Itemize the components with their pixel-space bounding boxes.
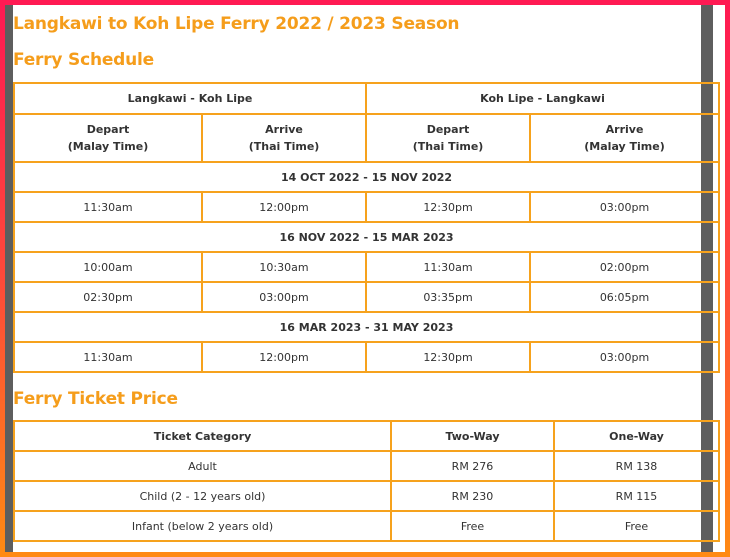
- table-row: 10:00am 10:30am 11:30am 02:00pm: [13, 251, 721, 283]
- time-cell: 11:30am: [13, 191, 203, 223]
- left-scroll-gutter: [5, 5, 13, 552]
- page-title: Langkawi to Koh Lipe Ferry 2022 / 2023 S…: [13, 14, 460, 34]
- price-cell: Free: [390, 510, 555, 542]
- price-heading: Ferry Ticket Price: [13, 389, 178, 409]
- price-cell: RM 138: [553, 450, 720, 482]
- price-cell: RM 230: [390, 480, 555, 512]
- time-cell: 12:00pm: [200, 191, 368, 223]
- time-cell: 11:30am: [13, 341, 203, 373]
- table-row: Adult RM 276 RM 138: [13, 450, 720, 482]
- time-cell: 12:30pm: [365, 341, 532, 373]
- period-row: 16 NOV 2022 - 15 MAR 2023: [12, 221, 721, 253]
- table-row: 11:30am 12:00pm 12:30pm 03:00pm: [13, 191, 721, 223]
- route-koh-lipe-langkawi: Koh Lipe - Langkawi: [365, 82, 721, 115]
- time-cell: 03:00pm: [200, 281, 368, 313]
- column-header: Ticket Category: [13, 420, 392, 452]
- time-cell: 03:35pm: [365, 281, 532, 313]
- time-cell: 03:00pm: [529, 191, 721, 223]
- category-cell: Child (2 - 12 years old): [13, 480, 392, 512]
- time-cell: 10:00am: [13, 251, 203, 283]
- category-cell: Adult: [13, 450, 392, 482]
- price-cell: RM 115: [553, 480, 720, 512]
- time-cell: 10:30am: [200, 251, 368, 283]
- route-langkawi-koh-lipe: Langkawi - Koh Lipe: [12, 82, 368, 115]
- column-header: Depart (Malay Time): [13, 113, 203, 163]
- time-cell: 12:00pm: [200, 341, 368, 373]
- period-row: 14 OCT 2022 - 15 NOV 2022: [12, 161, 721, 193]
- period-row: 16 MAR 2023 - 31 MAY 2023: [12, 311, 721, 343]
- time-cell: 12:30pm: [365, 191, 532, 223]
- column-header: Depart (Thai Time): [365, 113, 532, 163]
- time-cell: 02:00pm: [529, 251, 721, 283]
- table-row: 11:30am 12:00pm 12:30pm 03:00pm: [13, 341, 721, 373]
- time-cell: 03:00pm: [529, 341, 721, 373]
- column-header: Two-Way: [390, 420, 555, 452]
- time-cell: 06:05pm: [529, 281, 721, 313]
- price-cell: RM 276: [390, 450, 555, 482]
- column-header: One-Way: [553, 420, 720, 452]
- table-row: 02:30pm 03:00pm 03:35pm 06:05pm: [13, 281, 721, 313]
- ferry-schedule-table: Langkawi - Koh Lipe Koh Lipe - Langkawi …: [12, 82, 721, 373]
- time-cell: 11:30am: [365, 251, 532, 283]
- column-header: Arrive (Thai Time): [200, 113, 368, 163]
- price-cell: Free: [553, 510, 720, 542]
- category-cell: Infant (below 2 years old): [13, 510, 392, 542]
- time-cell: 02:30pm: [13, 281, 203, 313]
- table-row: Child (2 - 12 years old) RM 230 RM 115: [13, 480, 720, 512]
- table-row: Infant (below 2 years old) Free Free: [13, 510, 720, 542]
- ticket-price-table: Ticket Category Two-Way One-Way Adult RM…: [13, 420, 720, 542]
- schedule-heading: Ferry Schedule: [13, 50, 155, 70]
- column-header: Arrive (Malay Time): [529, 113, 721, 163]
